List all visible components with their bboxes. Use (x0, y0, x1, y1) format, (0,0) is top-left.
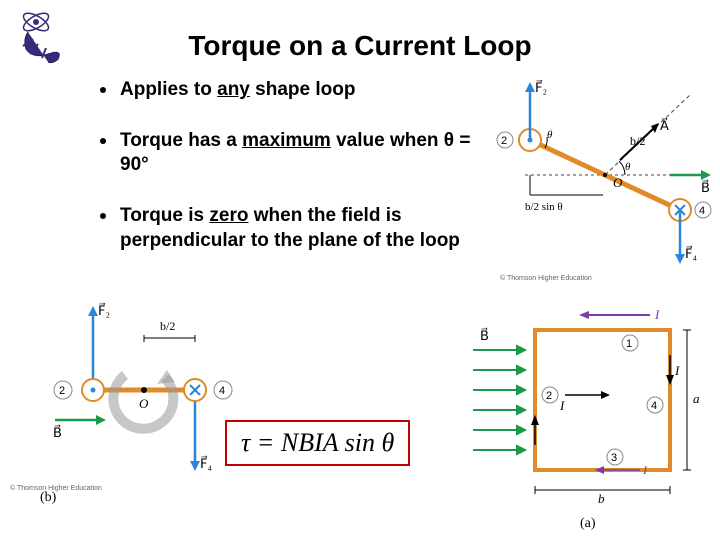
svg-text:F⃗₂: F⃗₂ (98, 303, 110, 318)
b1-post: shape loop (250, 79, 356, 100)
svg-text:4: 4 (651, 400, 657, 412)
b3-u: zero (209, 205, 248, 226)
svg-text:B⃗: B⃗ (53, 425, 62, 440)
svg-text:B⃗: B⃗ (701, 180, 710, 195)
bullet-3: Torque is zero when the field is perpend… (100, 204, 490, 253)
svg-text:b/2 sin θ: b/2 sin θ (525, 201, 563, 213)
diagram-top-loop: B⃗ I I I I 1 2 3 4 a b (465, 295, 705, 520)
svg-text:F⃗₄: F⃗₄ (685, 246, 697, 261)
bullet-list: Applies to any shape loop Torque has a m… (100, 78, 490, 279)
svg-text:I: I (559, 398, 565, 413)
svg-text:O: O (139, 396, 149, 411)
svg-text:3: 3 (611, 452, 617, 464)
svg-text:b: b (598, 491, 605, 506)
copyright-right: © Thomson Higher Education (500, 275, 592, 282)
svg-text:B⃗: B⃗ (480, 328, 489, 343)
b2-pre: Torque has a (120, 130, 242, 151)
bullet-2: Torque has a maximum value when θ = 90° (100, 129, 490, 178)
fig-label-b: (b) (40, 490, 56, 506)
svg-text:θ: θ (625, 161, 631, 173)
bullet-1: Applies to any shape loop (100, 78, 490, 103)
svg-text:θ: θ (547, 129, 553, 141)
b1-pre: Applies to (120, 79, 217, 100)
svg-text:I: I (674, 363, 680, 378)
svg-text:a: a (693, 391, 700, 406)
svg-text:F⃗₂: F⃗₂ (535, 80, 547, 95)
svg-text:1: 1 (626, 338, 632, 350)
svg-text:4: 4 (219, 385, 225, 397)
svg-text:O: O (613, 175, 623, 190)
b1-u: any (217, 79, 250, 100)
svg-text:2: 2 (59, 385, 65, 397)
svg-text:4: 4 (699, 205, 705, 217)
diagram-side-b: F⃗₂ F⃗₄ O b/2 B⃗ 2 4 (35, 300, 245, 480)
b2-u: maximum (242, 130, 331, 151)
svg-text:b/2: b/2 (630, 134, 645, 148)
svg-text:A⃗: A⃗ (660, 118, 669, 133)
svg-text:2: 2 (501, 135, 507, 147)
svg-text:2: 2 (546, 390, 552, 402)
svg-text:I: I (654, 307, 660, 322)
svg-text:F⃗₄: F⃗₄ (200, 456, 212, 471)
fig-label-a: (a) (580, 516, 596, 532)
equation: τ = NBIA sin θ (225, 420, 410, 466)
b3-pre: Torque is (120, 205, 209, 226)
diagram-side-angled: O F⃗₂ F⃗₄ A⃗ B⃗ θ θ b/2 b/2 sin θ 2 4 (495, 80, 715, 270)
svg-text:b/2: b/2 (160, 319, 175, 333)
page-title: Torque on a Current Loop (0, 30, 720, 62)
